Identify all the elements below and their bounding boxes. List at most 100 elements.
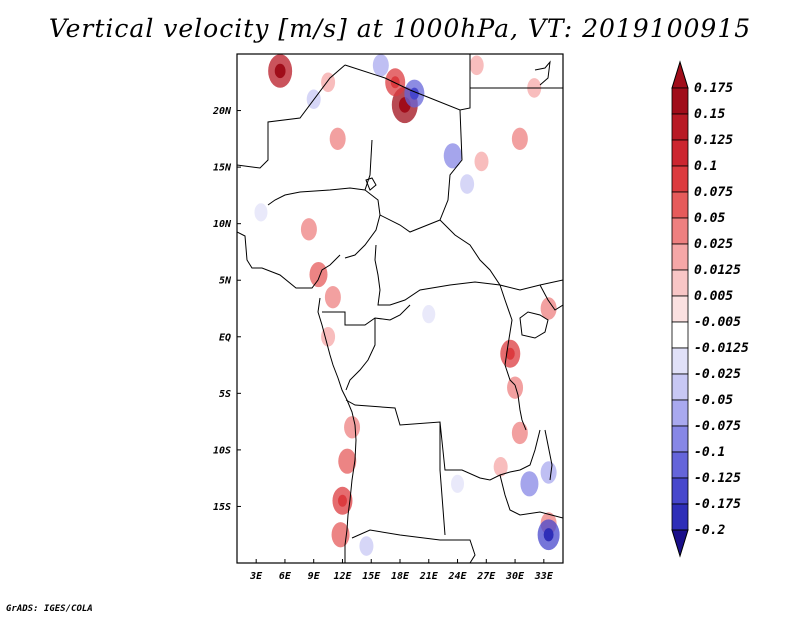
velocity-core-13 (505, 347, 515, 360)
lat-tick-label: 10N (213, 219, 232, 230)
border-2 (344, 54, 471, 111)
colorbar-label: -0.2 (694, 523, 725, 538)
border-4 (439, 109, 563, 291)
velocity-core-11 (337, 494, 347, 507)
velocity-patch-5 (300, 218, 317, 241)
sinai-coast (534, 60, 551, 86)
border-12 (351, 529, 476, 563)
border-east (499, 284, 516, 386)
velocity-patch-17 (540, 297, 557, 320)
velocity-core-28 (543, 528, 554, 542)
colorbar-label: -0.125 (694, 471, 741, 486)
border-10 (345, 318, 376, 391)
colorbar-segment (671, 295, 689, 323)
lon-tick-label: 27E (476, 571, 496, 582)
lat-tick-label: 5N (219, 276, 232, 287)
colorbar-segment (671, 139, 689, 167)
latitude-axis: 20N 15N 10N 5N EQ 5S 10S 15S (212, 106, 241, 513)
velocity-patch-20 (474, 151, 489, 172)
lon-tick-label: 12E (333, 571, 352, 582)
colorbar: 0.175 0.15 0.125 0.1 0.075 0.05 0.025 0.0125 0.0… (671, 60, 749, 558)
velocity-patch-29 (359, 536, 374, 556)
velocity-core-23 (409, 87, 419, 100)
lon-tick-label: 33E (534, 571, 554, 582)
lat-tick-label: EQ (219, 332, 231, 343)
velocity-patch-27 (540, 461, 557, 484)
lon-tick-label: 18E (391, 571, 410, 582)
velocity-patch-33 (451, 474, 465, 493)
lon-tick-label: 9E (308, 571, 321, 582)
coastline-west-africa (237, 231, 341, 289)
lon-tick-label: 3E (249, 571, 263, 582)
colorbar-label: -0.075 (694, 419, 741, 434)
lake-chad (365, 177, 377, 191)
lake-victoria (519, 311, 549, 339)
velocity-core-2 (390, 76, 400, 89)
lon-tick-label: 21E (419, 571, 439, 582)
velocity-patch-34 (469, 55, 484, 76)
colorbar-label: 0.125 (694, 133, 733, 148)
lon-tick-label: 24E (447, 571, 467, 582)
colorbar-segment (671, 191, 689, 219)
colorbar-label: -0.1 (694, 445, 725, 460)
colorbar-label: -0.0125 (694, 341, 749, 356)
colorbar-label: 0.1 (694, 159, 717, 174)
border-13 (439, 422, 446, 536)
colorbar-label: -0.05 (694, 393, 733, 408)
border-11 (345, 399, 541, 481)
velocity-patch-22 (372, 54, 389, 77)
country-borders (237, 54, 563, 563)
velocity-patch-6 (309, 261, 328, 288)
velocity-patch-25 (460, 174, 475, 194)
colorbar-segment (671, 347, 689, 375)
colorbar-label: 0.005 (694, 289, 733, 304)
colorbar-label: 0.075 (694, 185, 733, 200)
velocity-field (254, 54, 560, 556)
colorbar-label: -0.005 (694, 315, 741, 330)
lat-tick-label: 10S (213, 445, 231, 456)
border-1 (237, 64, 346, 169)
lat-tick-label: 15N (213, 163, 232, 174)
plot-background (237, 54, 563, 563)
border-14 (499, 474, 563, 519)
longitude-axis: 3E 6E 9E 12E 15E 18E 21E 24E 27E 30E 33E (249, 559, 554, 582)
colorbar-label: 0.175 (694, 81, 733, 96)
border-horn (539, 284, 563, 311)
velocity-patch-15 (511, 421, 528, 445)
velocity-patch-8 (321, 326, 336, 347)
colorbar-segment (671, 243, 689, 271)
colorbar-label: -0.175 (694, 497, 741, 512)
colorbar-label: 0.05 (694, 211, 725, 226)
velocity-patch-16 (493, 457, 508, 477)
velocity-patch-19 (511, 127, 528, 151)
colorbar-label: 0.15 (694, 107, 725, 122)
lat-tick-label: 5S (219, 389, 231, 400)
colorbar-segment (671, 425, 689, 453)
velocity-patch-24 (443, 143, 462, 169)
border-8 (374, 244, 501, 306)
colorbar-label: -0.025 (694, 367, 741, 382)
colorbar-segment (671, 477, 689, 505)
colorbar-segment (671, 113, 689, 141)
velocity-patch-14 (507, 376, 524, 399)
velocity-patch-4 (321, 72, 336, 93)
grads-credit: GrADS: IGES/COLA (6, 604, 93, 614)
colorbar-segment (671, 451, 689, 479)
lon-tick-label: 6E (279, 571, 292, 582)
lat-tick-label: 20N (212, 106, 232, 117)
colorbar-segment (671, 373, 689, 401)
border-6 (267, 187, 366, 206)
border-9 (322, 304, 411, 326)
colorbar-label: 0.025 (694, 237, 733, 252)
border-7 (379, 214, 441, 233)
lat-tick-label: 15S (213, 502, 231, 513)
colorbar-segment (671, 399, 689, 427)
lon-tick-label: 15E (362, 571, 381, 582)
velocity-patch-7 (324, 285, 341, 309)
velocity-patch-26 (520, 471, 539, 497)
velocity-core-0 (274, 63, 286, 79)
colorbar-label: 0.0125 (694, 263, 741, 278)
colorbar-segment (671, 269, 689, 297)
lon-tick-label: 30E (505, 571, 525, 582)
